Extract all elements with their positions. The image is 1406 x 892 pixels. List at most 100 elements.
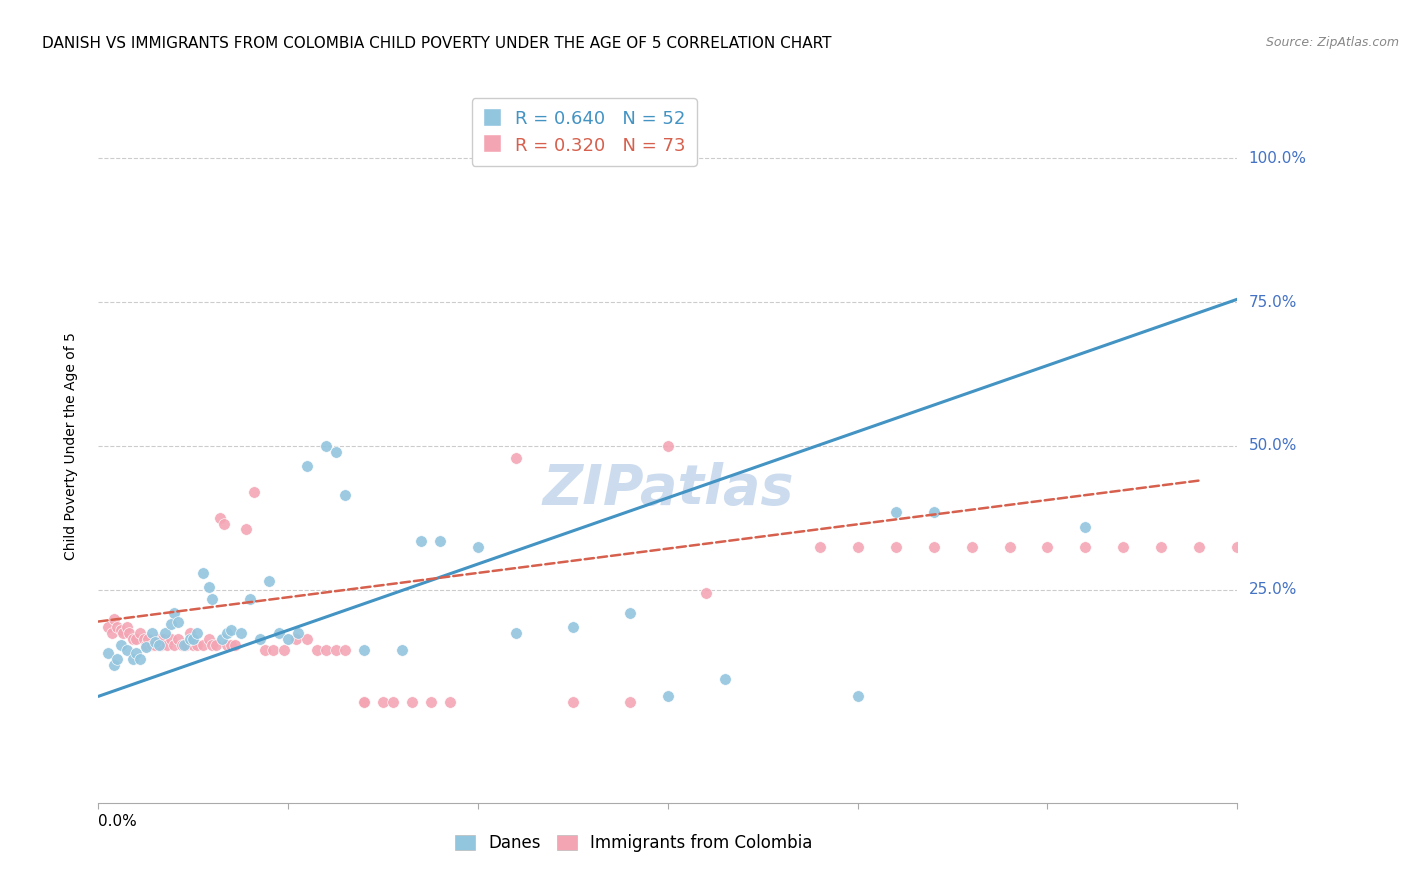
Point [960,540,983,554]
Point [277,632,299,646]
Point [419,695,441,709]
Point [211,632,233,646]
Text: Source: ZipAtlas.com: Source: ZipAtlas.com [1265,36,1399,49]
Point [129,626,152,640]
Point [205,638,228,652]
Point [998,540,1021,554]
Point [243,485,266,500]
Point [132,632,155,646]
Point [505,626,527,640]
Point [183,638,205,652]
Point [156,638,179,652]
Point [191,638,214,652]
Point [217,638,239,652]
Point [201,638,224,652]
Point [267,626,290,640]
Point [846,690,869,704]
Point [259,574,281,589]
Point [505,450,527,465]
Point [118,626,141,640]
Point [141,626,163,640]
Point [103,612,125,626]
Point [115,620,138,634]
Point [353,643,375,657]
Point [150,638,173,652]
Point [145,634,167,648]
Point [152,632,174,646]
Point [249,632,271,646]
Point [371,695,394,709]
Text: DANISH VS IMMIGRANTS FROM COLOMBIA CHILD POVERTY UNDER THE AGE OF 5 CORRELATION : DANISH VS IMMIGRANTS FROM COLOMBIA CHILD… [42,36,832,51]
Point [179,626,201,640]
Point [315,643,337,657]
Point [191,566,214,580]
Text: ZIPatlas: ZIPatlas [543,462,793,516]
Point [129,652,152,666]
Text: 100.0%: 100.0% [1249,151,1306,166]
Point [335,488,357,502]
Point [100,626,122,640]
Point [179,632,201,646]
Point [1074,519,1097,533]
Point [391,643,413,657]
Point [1074,540,1097,554]
Point [145,638,167,652]
Point [217,626,239,640]
Point [167,632,190,646]
Point [229,626,252,640]
Point [159,632,181,646]
Point [125,646,148,660]
Point [884,540,907,554]
Point [174,638,197,652]
Point [107,652,129,666]
Point [97,646,120,660]
Point [201,591,224,606]
Point [714,672,737,686]
Point [167,615,190,629]
Point [170,638,193,652]
Point [353,695,375,709]
Point [439,695,461,709]
Point [212,516,235,531]
Point [135,638,157,652]
Point [1226,540,1249,554]
Point [657,690,679,704]
Point [562,620,585,634]
Point [846,540,869,554]
Point [221,638,243,652]
Text: 0.0%: 0.0% [98,814,138,829]
Point [657,439,679,453]
Text: 50.0%: 50.0% [1249,439,1296,453]
Point [325,643,347,657]
Point [110,623,132,637]
Point [1112,540,1135,554]
Point [922,540,945,554]
Point [121,632,143,646]
Legend: Danes, Immigrants from Colombia: Danes, Immigrants from Colombia [449,828,820,859]
Point [97,620,120,634]
Point [1036,540,1059,554]
Point [254,643,277,657]
Point [619,606,641,620]
Point [411,533,433,548]
Point [112,626,135,640]
Point [262,643,284,657]
Point [121,652,143,666]
Point [619,695,641,709]
Point [297,459,319,474]
Point [141,638,163,652]
Point [208,511,231,525]
Point [197,580,219,594]
Point [173,638,195,652]
Point [297,632,319,646]
Point [273,643,295,657]
Point [1188,540,1211,554]
Point [186,638,208,652]
Point [315,439,337,453]
Point [429,533,451,548]
Point [197,632,219,646]
Text: 25.0%: 25.0% [1249,582,1296,598]
Point [305,643,328,657]
Point [136,632,159,646]
Point [284,632,307,646]
